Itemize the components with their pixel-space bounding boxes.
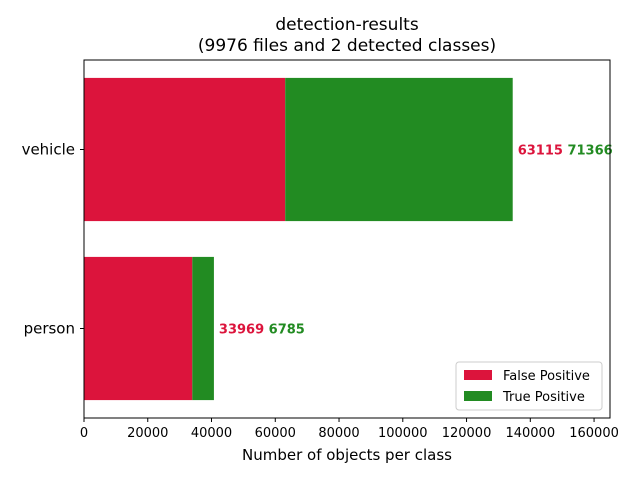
y-category-label-person: person — [24, 320, 75, 338]
x-tick-label: 0 — [80, 426, 88, 441]
bars-group — [84, 77, 513, 401]
legend-entry-label: False Positive — [503, 369, 590, 384]
x-tick-label: 100000 — [378, 426, 428, 441]
legend-swatch — [464, 370, 492, 380]
bar-vehicle-true-positive — [285, 77, 513, 222]
legend-entry-label: True Positive — [502, 390, 585, 405]
x-tick-label: 60000 — [255, 426, 296, 441]
data-label-true-positive: 71366 — [563, 144, 613, 159]
y-category-label-vehicle: vehicle — [22, 141, 75, 159]
legend-swatch — [464, 391, 492, 401]
x-tick-label: 160000 — [569, 426, 619, 441]
x-tick-label: 120000 — [442, 426, 492, 441]
x-tick-label: 80000 — [318, 426, 359, 441]
bar-person-true-positive — [192, 256, 214, 401]
x-axis-ticks: 0 20000 40000 60000 80000 100000 120000 140000 1… — [80, 418, 619, 441]
bar-person-false-positive — [84, 256, 193, 401]
bar-vehicle-false-positive — [84, 77, 286, 222]
data-label-true-positive: 6785 — [264, 323, 305, 338]
legend-box — [455, 361, 603, 411]
x-tick-label: 140000 — [505, 426, 555, 441]
data-label-false-positive: 63115 — [518, 144, 563, 159]
x-tick-label: 40000 — [191, 426, 232, 441]
x-axis-label: Number of objects per class — [242, 446, 452, 464]
chart-subtitle: (9976 files and 2 detected classes) — [198, 36, 496, 56]
plot-frame — [83, 59, 611, 419]
data-label-false-positive: 33969 — [219, 323, 264, 338]
data-label-vehicle: 63115 71366 — [518, 144, 613, 159]
chart-title: detection-results — [275, 15, 419, 35]
data-labels: 63115 71366 33969 6785 — [219, 144, 613, 338]
legend: False Positive True Positive — [455, 361, 603, 411]
x-tick-label: 20000 — [127, 426, 168, 441]
y-axis-categories: vehicle person — [22, 141, 84, 338]
data-label-person: 33969 6785 — [219, 323, 305, 338]
